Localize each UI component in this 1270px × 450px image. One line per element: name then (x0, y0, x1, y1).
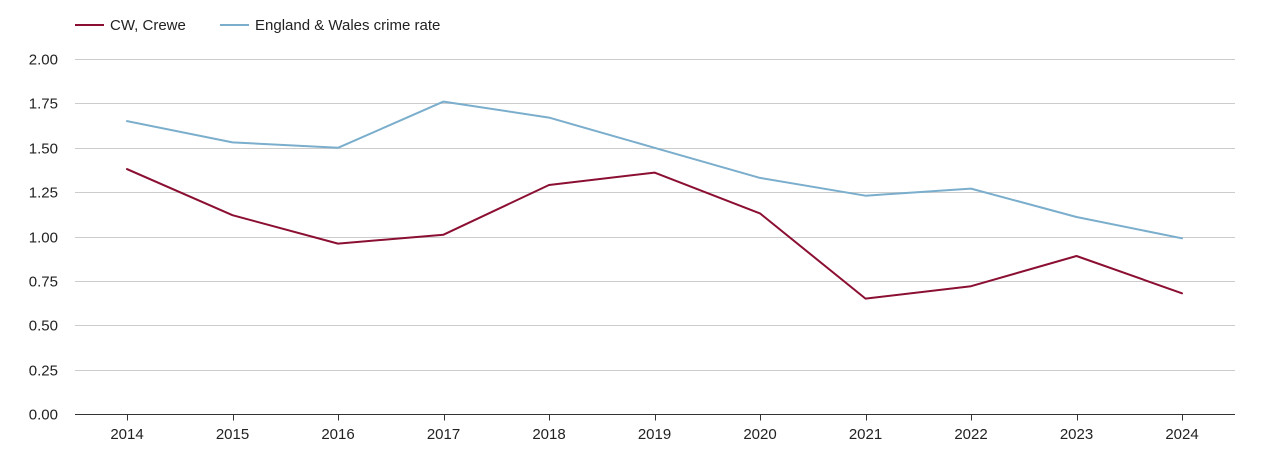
x-tick-label: 2024 (1165, 426, 1198, 443)
x-tick-label: 2020 (743, 426, 776, 443)
y-tick-label: 1.00 (29, 230, 58, 247)
x-tick-label: 2019 (638, 426, 671, 443)
y-tick-label: 1.75 (29, 96, 58, 113)
y-gridlines (75, 59, 1235, 371)
x-tick-label: 2023 (1060, 426, 1093, 443)
x-tick-label: 2017 (427, 426, 460, 443)
y-tick-label: 0.25 (29, 363, 58, 380)
legend: CW, Crewe England & Wales crime rate (75, 17, 440, 34)
x-tick-label: 2021 (849, 426, 882, 443)
y-axis-ticks: 0.00 0.25 0.50 0.75 1.00 1.25 1.50 1.75 2.00 (29, 52, 58, 424)
series-layer (126, 100, 1183, 300)
x-tick-label: 2022 (954, 426, 987, 443)
x-axis: 2014 2015 2016 2017 2018 2019 2020 2021 2022 2023… (75, 414, 1235, 443)
y-tick-label: 1.25 (29, 185, 58, 202)
x-tick-label: 2018 (532, 426, 565, 443)
series-line-2 (126, 100, 1183, 240)
y-tick-label: 0.00 (29, 407, 58, 424)
legend-label-1: CW, Crewe (110, 17, 186, 34)
y-tick-label: 0.75 (29, 274, 58, 291)
legend-label-2: England & Wales crime rate (255, 17, 440, 34)
y-tick-label: 1.50 (29, 141, 58, 158)
x-tick-label: 2014 (110, 426, 143, 443)
y-tick-label: 0.50 (29, 318, 58, 335)
y-tick-label: 2.00 (29, 52, 58, 69)
x-tick-label: 2015 (216, 426, 249, 443)
series-line-1 (126, 168, 1183, 300)
x-tick-label: 2016 (321, 426, 354, 443)
